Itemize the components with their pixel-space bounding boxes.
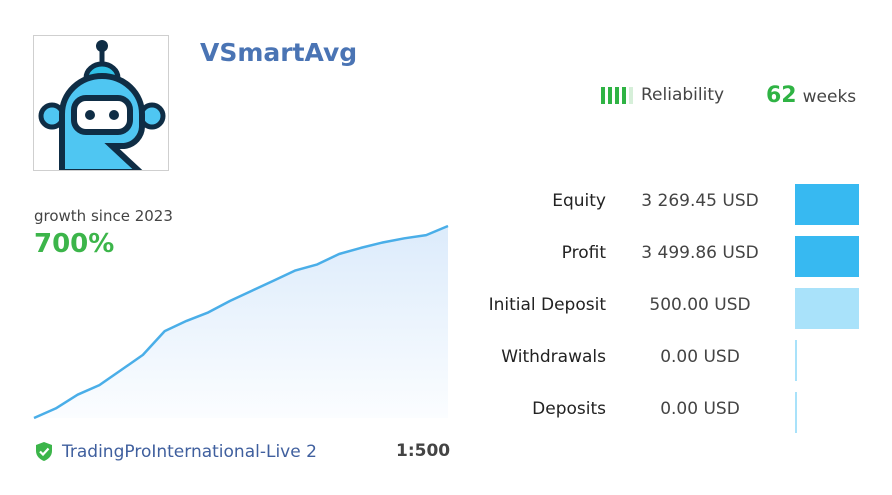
robot-logo[interactable] bbox=[33, 35, 169, 171]
stat-bar bbox=[795, 236, 859, 277]
stat-bar bbox=[795, 288, 859, 329]
stat-row-equity: Equity 3 269.45 USD bbox=[460, 182, 860, 225]
reliability-bar bbox=[608, 86, 612, 104]
stat-label: Profit bbox=[561, 243, 606, 263]
stat-row-initial-deposit: Initial Deposit 500.00 USD bbox=[460, 286, 860, 329]
stat-value: 3 499.86 USD bbox=[641, 243, 759, 263]
broker-link[interactable]: TradingProInternational-Live 2 bbox=[34, 441, 317, 462]
stat-label: Equity bbox=[552, 191, 606, 211]
weeks-label: weeks bbox=[802, 87, 857, 107]
stat-bar bbox=[795, 340, 797, 381]
stat-value: 3 269.45 USD bbox=[641, 191, 759, 211]
reliability-bar bbox=[629, 86, 633, 104]
reliability-bar bbox=[615, 86, 619, 104]
stat-row-withdrawals: Withdrawals 0.00 USD bbox=[460, 338, 860, 381]
broker-name[interactable]: TradingProInternational-Live 2 bbox=[62, 441, 317, 462]
stat-row-profit: Profit 3 499.86 USD bbox=[460, 234, 860, 277]
robot-icon bbox=[38, 40, 166, 170]
reliability-bar bbox=[622, 86, 626, 104]
signal-title[interactable]: VSmartAvg bbox=[200, 38, 358, 67]
growth-label: growth since 2023 bbox=[34, 207, 173, 225]
weeks-count: 62 weeks bbox=[766, 83, 856, 108]
stat-value: 0.00 USD bbox=[660, 347, 740, 367]
growth-value: 700% bbox=[34, 229, 115, 259]
stat-value: 500.00 USD bbox=[649, 295, 751, 315]
leverage: 1:500 bbox=[396, 441, 451, 461]
growth-line bbox=[33, 224, 449, 420]
stat-bar bbox=[795, 184, 859, 225]
stat-bar bbox=[795, 392, 797, 433]
shield-check-icon bbox=[36, 442, 52, 461]
stat-label: Deposits bbox=[532, 399, 606, 419]
stat-row-deposits: Deposits 0.00 USD bbox=[460, 390, 860, 433]
stat-label: Initial Deposit bbox=[488, 295, 606, 315]
reliability-bars bbox=[601, 86, 633, 104]
growth-chart bbox=[33, 224, 449, 420]
weeks-value: 62 bbox=[766, 83, 797, 108]
stat-label: Withdrawals bbox=[501, 347, 606, 367]
growth-area bbox=[34, 226, 448, 418]
stat-value: 0.00 USD bbox=[660, 399, 740, 419]
reliability-indicator: Reliability bbox=[601, 85, 724, 105]
reliability-label: Reliability bbox=[641, 85, 725, 105]
reliability-bar bbox=[601, 86, 605, 104]
